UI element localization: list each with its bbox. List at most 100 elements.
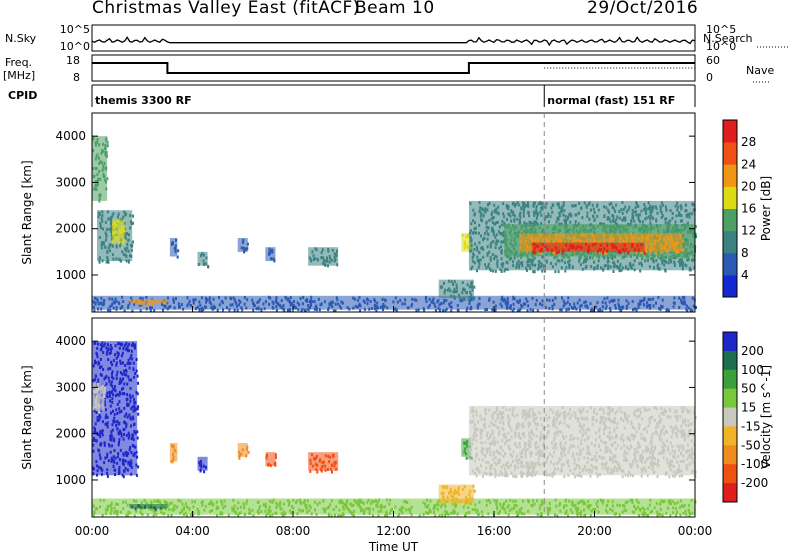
- velocity-echo-bin: [110, 430, 113, 434]
- velocity-echo-bin: [123, 406, 126, 410]
- velocity-echo-bin: [269, 514, 272, 518]
- power-echo-bin: [533, 220, 536, 224]
- power-echo-bin: [375, 309, 378, 313]
- velocity-echo-bin: [351, 512, 354, 516]
- power-echo-bin: [322, 256, 325, 260]
- noise-sky-line: [91, 36, 696, 47]
- velocity-echo-bin: [609, 430, 612, 434]
- power-echo-bin: [680, 214, 683, 218]
- velocity-echo-bin: [135, 358, 138, 361]
- velocity-echo-bin: [101, 472, 103, 476]
- power-echo-bin: [452, 282, 454, 286]
- velocity-echo-bin: [549, 508, 551, 512]
- power-echo-bin: [660, 211, 663, 215]
- power-echo-bin: [550, 261, 553, 265]
- velocity-echo-bin: [526, 474, 529, 478]
- velocity-echo-bin: [120, 379, 123, 383]
- nsearch-label: N.Search: [703, 32, 753, 45]
- power-echo-bin: [201, 309, 203, 313]
- power-echo-bin: [470, 305, 472, 309]
- power-echo-bin: [530, 258, 533, 262]
- velocity-echo-bin: [429, 499, 432, 503]
- power-echo-bin: [638, 262, 641, 266]
- power-echo-bin: [681, 219, 684, 223]
- velocity-echo-bin: [128, 378, 131, 382]
- power-echo-bin: [487, 226, 490, 230]
- velocity-echo-bin: [583, 465, 586, 468]
- power-echo-bin: [495, 207, 498, 211]
- velocity-echo-bin: [469, 489, 472, 493]
- velocity-echo-bin: [633, 411, 636, 415]
- power-echo-bin: [473, 261, 476, 265]
- velocity-echo-bin: [114, 344, 117, 348]
- velocity-echo-bin: [476, 467, 479, 470]
- power-echo-bin: [449, 304, 452, 308]
- power-echo-bin: [201, 252, 204, 256]
- power-echo-bin: [540, 262, 543, 266]
- velocity-echo-bin: [653, 418, 656, 422]
- power-echo-bin: [516, 261, 519, 265]
- power-echo-bin: [526, 260, 529, 264]
- power-echo-bin: [535, 211, 538, 214]
- power-echo-bin: [640, 261, 643, 265]
- power-echo-bin: [655, 259, 658, 263]
- power-echo-bin: [467, 234, 470, 238]
- power-echo-bin: [585, 204, 588, 208]
- power-echo-bin: [532, 231, 535, 235]
- velocity-echo-bin: [569, 508, 572, 512]
- power-echo-bin: [203, 305, 206, 309]
- power-echo-bin: [596, 301, 599, 305]
- velocity-echo-bin: [99, 372, 102, 376]
- power-echo-bin: [242, 238, 245, 242]
- power-echo-bin: [666, 249, 669, 253]
- power-echo-bin: [541, 205, 544, 209]
- power-echo-bin: [640, 299, 643, 303]
- velocity-echo-bin: [575, 463, 578, 467]
- power-echo-bin: [104, 143, 107, 147]
- power-echo-bin: [524, 240, 527, 243]
- velocity-echo-bin: [136, 436, 139, 440]
- power-echo-bin: [317, 297, 320, 301]
- power-echo-bin: [491, 216, 494, 220]
- velocity-echo-bin: [600, 439, 603, 443]
- velocity-echo-bin: [568, 499, 571, 503]
- velocity-echo-bin: [338, 508, 341, 512]
- velocity-echo-bin: [609, 406, 612, 410]
- power-echo-bin: [175, 297, 177, 301]
- velocity-echo-bin: [121, 342, 124, 346]
- power-echo-bin: [617, 266, 620, 270]
- power-echo-bin: [476, 269, 478, 273]
- power-echo-bin: [450, 305, 453, 309]
- power-echo-bin: [686, 243, 689, 247]
- velocity-echo-bin: [685, 423, 688, 427]
- power-echo-bin: [604, 301, 607, 305]
- power-echo-bin: [478, 251, 481, 255]
- power-ylabel: Slant Range [km]: [20, 160, 34, 264]
- power-echo-bin: [579, 239, 582, 243]
- power-echo-bin: [101, 168, 104, 172]
- velocity-echo-bin: [118, 410, 121, 414]
- velocity-echo-bin: [564, 453, 567, 457]
- power-echo-bin: [668, 224, 671, 228]
- power-echo-bin: [99, 221, 102, 225]
- power-echo-bin: [623, 216, 625, 220]
- velocity-echo-bin: [339, 514, 342, 518]
- velocity-echo-bin: [342, 507, 345, 511]
- velocity-echo-bin: [532, 419, 535, 423]
- power-echo-bin: [532, 204, 535, 207]
- velocity-echo-bin: [248, 508, 251, 511]
- power-echo-bin: [359, 309, 362, 313]
- velocity-echo-bin: [189, 513, 192, 517]
- power-echo-bin: [632, 226, 635, 230]
- velocity-echo-bin: [484, 440, 487, 444]
- power-echo-bin: [528, 260, 531, 264]
- power-echo-bin: [320, 256, 323, 260]
- velocity-echo-bin: [120, 387, 123, 391]
- velocity-echo-bin: [602, 411, 605, 415]
- power-echo-bin: [658, 253, 660, 257]
- power-echo-bin: [603, 247, 605, 251]
- power-echo-bin: [496, 210, 499, 214]
- power-echo-bin: [222, 308, 224, 312]
- power-echo-bin: [610, 238, 613, 242]
- velocity-echo-bin: [466, 440, 469, 444]
